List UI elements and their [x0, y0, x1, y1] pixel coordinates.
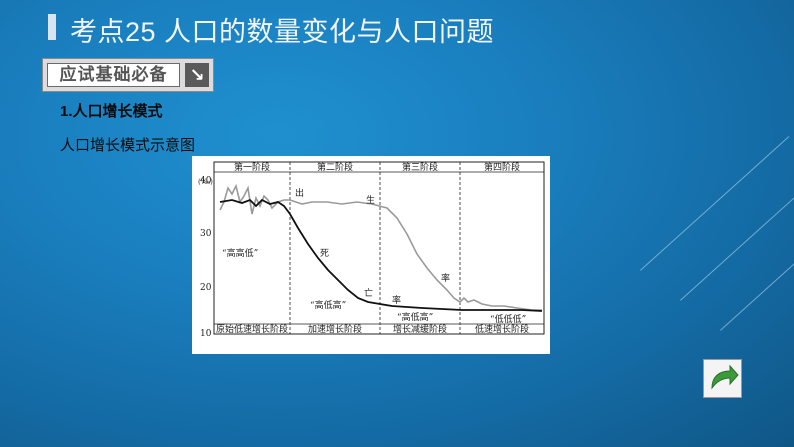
y-tick-label: 30: [200, 229, 212, 239]
chart-caption: 人口增长模式示意图: [60, 137, 196, 154]
page-title: 考点25 人口的数量变化与人口问题: [70, 17, 495, 47]
y-axis-unit: (‰): [198, 178, 213, 186]
title-accent-bar: [48, 14, 56, 40]
mode-label: 低速增长阶段: [475, 323, 529, 335]
stage-label: 第三阶段: [402, 161, 438, 173]
series-label-char: 亡: [364, 287, 373, 299]
decor-line: [720, 249, 794, 331]
y-tick-label: 10: [200, 329, 212, 339]
y-tick-label: 20: [200, 283, 212, 293]
chart-svg: 第一阶段 第二阶段 第三阶段 第四阶段 原始低速增长阶段 加速增长阶段 增长减缓…: [198, 161, 545, 339]
section-badge-label: 应试基础必备: [47, 63, 180, 87]
pattern-label: “高高低”: [222, 247, 258, 259]
arrow-down-right-icon: ↘: [185, 63, 209, 87]
pattern-label: “高低高”: [310, 299, 346, 311]
pattern-label: “低低低”: [490, 313, 526, 325]
mode-label: 原始低速增长阶段: [216, 323, 288, 335]
plot-frame: [213, 161, 545, 335]
stage-label: 第四阶段: [484, 161, 520, 173]
series-label-char: 率: [392, 294, 401, 306]
stage-label: 第二阶段: [317, 161, 353, 173]
y-tick-label: 40: [200, 176, 212, 186]
series-label-char: 率: [441, 272, 450, 284]
stage-label: 第一阶段: [234, 161, 270, 173]
death-rate-line: [219, 198, 543, 312]
section-heading: 1.人口增长模式: [60, 103, 163, 120]
series-label-char: 死: [320, 248, 329, 259]
section-badge: 应试基础必备 ↘: [42, 58, 214, 92]
birth-rate-line: [219, 183, 542, 311]
series-label-char: 出: [295, 187, 304, 199]
return-button[interactable]: [703, 359, 742, 398]
return-arrow-icon: [711, 364, 739, 390]
mode-label: 增长减缓阶段: [393, 323, 447, 335]
population-growth-chart: 第一阶段 第二阶段 第三阶段 第四阶段 原始低速增长阶段 加速增长阶段 增长减缓…: [192, 156, 550, 354]
mode-label: 加速增长阶段: [308, 323, 362, 335]
decor-line: [680, 192, 794, 301]
series-label-char: 生: [366, 194, 375, 206]
pattern-label: “高低高”: [397, 311, 433, 323]
decor-line: [640, 136, 790, 271]
